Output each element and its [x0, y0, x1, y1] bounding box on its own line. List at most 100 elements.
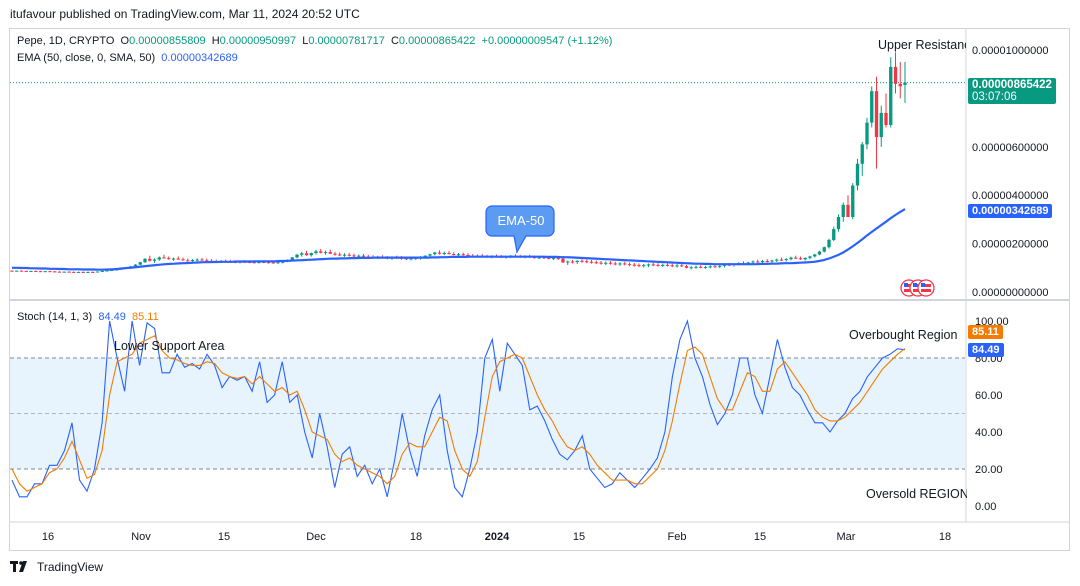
legend-close-label: C: [390, 35, 399, 47]
candle-body: [81, 271, 85, 273]
candle-body: [167, 258, 171, 260]
candle-body: [656, 264, 660, 266]
candle-body: [195, 259, 199, 261]
candle-body: [10, 270, 14, 272]
flag-icon-3-ring: [917, 279, 935, 297]
candle-body: [105, 270, 109, 272]
candle-body: [594, 262, 598, 264]
ema-callout-bubble: [485, 205, 555, 254]
candle-body: [328, 252, 332, 254]
candle-body: [266, 262, 271, 264]
candle-body: [604, 262, 608, 264]
candle-body: [718, 265, 722, 267]
time-tick-label: Nov: [131, 531, 151, 543]
ema-legend-value: 0.00000342689: [161, 52, 238, 64]
tradingview-brand: TradingView: [37, 560, 104, 574]
candle-body: [893, 66, 898, 84]
candle-body: [841, 204, 845, 217]
candle-body: [903, 82, 907, 85]
candle-body: [48, 271, 52, 273]
candle-body: [409, 258, 413, 260]
candle-body: [190, 260, 195, 262]
candle-body: [357, 255, 361, 257]
candle-body: [95, 271, 100, 273]
flag-icon-3-stripe: [921, 289, 931, 292]
stoch-tick-label: 20.00: [975, 464, 1003, 476]
flag-icon-3-canton: [921, 283, 925, 287]
candle-body: [442, 253, 446, 255]
candle-body: [352, 255, 356, 257]
time-tick-label: 16: [42, 531, 54, 543]
candle-body: [556, 258, 560, 260]
candle-body: [53, 271, 57, 273]
candle-body: [765, 261, 769, 263]
ema-price-tag: 0.00000342689: [968, 204, 1053, 218]
candle-body: [637, 265, 641, 267]
candle-body: [404, 258, 408, 260]
candle-body: [874, 91, 879, 138]
tradingview-footer[interactable]: TradingView: [10, 560, 103, 574]
candle-body: [623, 263, 627, 265]
candle-body: [803, 257, 807, 260]
price-tick-label: 0.00000600000: [972, 142, 1048, 154]
time-tick-label: 2024: [485, 531, 510, 543]
candle-body: [19, 270, 24, 272]
candle-body: [110, 269, 114, 271]
candle-body: [262, 261, 266, 263]
candle-body: [133, 264, 138, 267]
flag-icon-1-stripe: [904, 284, 914, 287]
candle-body: [24, 270, 28, 272]
price-tick-label: 0.00000000000: [972, 287, 1048, 299]
candle-body: [338, 254, 342, 256]
candle-body: [760, 261, 765, 263]
candle-body: [779, 259, 784, 261]
candle-body: [775, 259, 779, 261]
candle-body: [646, 264, 651, 266]
candle-body: [15, 270, 19, 272]
stoch-tick-label: 60.00: [975, 390, 1003, 402]
candle-body: [746, 262, 750, 264]
legend-low: 0.00000781717: [308, 35, 385, 47]
candle-body: [176, 258, 180, 260]
candle-body: [319, 251, 323, 253]
candle-body: [257, 261, 261, 263]
candle-body: [67, 271, 71, 273]
bar-countdown: 03:07:06: [972, 91, 1017, 103]
candle-body: [794, 257, 798, 259]
legend-high-label: H: [211, 35, 220, 47]
candle-body: [43, 271, 47, 273]
candle-body: [34, 270, 38, 272]
lower-support-label: Lower Support Area: [114, 339, 225, 353]
flag-icon-1-canton: [904, 283, 908, 287]
candle-body: [665, 264, 670, 266]
published-by-line: itufavour published on TradingView.com, …: [10, 7, 360, 21]
stoch-legend: Stoch (14, 1, 3) 84.49 85.11: [17, 311, 159, 323]
candle-body: [608, 262, 613, 264]
candle-body: [756, 261, 760, 263]
time-tick-label: 15: [573, 531, 585, 543]
candle-body: [314, 251, 318, 254]
candle-body: [290, 257, 294, 260]
legend-open: 0.00000855809: [129, 35, 206, 47]
candle-body: [162, 257, 166, 259]
stoch-legend-d: 85.11: [132, 311, 159, 323]
candle-body: [580, 260, 584, 262]
candle-body: [670, 265, 674, 267]
candle-body: [613, 263, 617, 265]
legend-high: 0.00000950997: [219, 35, 297, 47]
candle-body: [347, 254, 351, 256]
candle-body: [870, 91, 874, 123]
candle-body: [836, 216, 841, 230]
candle-body: [898, 83, 902, 87]
candle-body: [86, 271, 90, 273]
legend-open-label: O: [120, 35, 130, 47]
candle-body: [437, 252, 442, 254]
candle-body: [323, 252, 328, 254]
candle-body: [38, 271, 43, 273]
candle-body: [585, 261, 589, 263]
candle-body: [252, 262, 256, 264]
upper-resistance-label: Upper Resistance: [878, 38, 966, 52]
candle-body: [798, 258, 803, 260]
candle-body: [271, 262, 275, 264]
